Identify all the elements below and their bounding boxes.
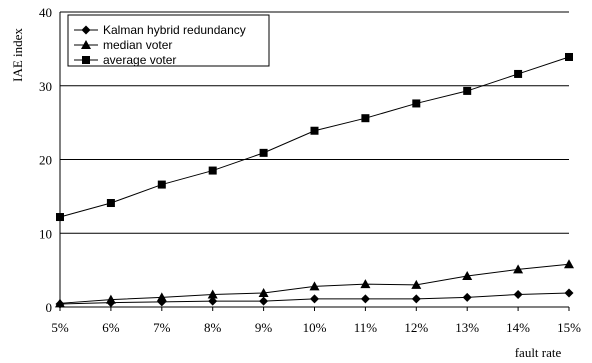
x-tick-label: 6%: [102, 320, 120, 335]
data-point-diamond: [259, 296, 269, 306]
x-tick-label: 9%: [255, 320, 273, 335]
data-point-triangle: [156, 292, 167, 302]
legend-box: [67, 14, 270, 67]
data-point-triangle: [411, 279, 422, 289]
data-point-square: [310, 126, 319, 135]
legend-label: median voter: [103, 38, 172, 52]
x-tick-labels: 5% 6% 7% 8% 9% 10% 11% 12% 13% 14% 15%: [51, 320, 581, 335]
series-triangle: [55, 259, 574, 308]
data-point-square: [463, 86, 472, 95]
data-point-triangle: [462, 271, 473, 281]
legend-label: Kalman hybrid redundancy: [103, 23, 246, 37]
y-tick-labels: 0 10 20 30 40: [39, 5, 52, 315]
x-tick-label: 10%: [303, 320, 327, 335]
x-tick-label: 15%: [557, 320, 581, 335]
legend-marker-square: [82, 56, 90, 64]
series-lines: [55, 52, 574, 309]
legend-label: average voter: [103, 53, 176, 67]
data-point-square: [208, 166, 217, 175]
legend-item: average voter: [74, 53, 176, 67]
data-point-diamond: [310, 294, 319, 304]
data-point-triangle: [513, 264, 524, 274]
legend-item: median voter: [74, 38, 172, 52]
y-tick-label: 40: [39, 5, 52, 20]
axes: [59, 12, 570, 311]
data-point-square: [412, 99, 421, 108]
data-point-square: [361, 114, 370, 123]
data-point-triangle: [360, 279, 371, 289]
data-point-diamond: [462, 292, 472, 302]
legend-marker-diamond: [81, 25, 91, 35]
x-tick-label: 14%: [506, 320, 530, 335]
x-tick-label: 13%: [455, 320, 479, 335]
data-point-triangle: [55, 298, 65, 308]
data-point-diamond: [411, 294, 421, 304]
y-tick-label: 10: [39, 226, 52, 241]
data-point-square: [106, 199, 115, 208]
data-point-triangle: [564, 259, 574, 269]
y-tick-label: 20: [39, 153, 52, 168]
data-point-triangle: [309, 281, 320, 291]
y-tick-label: 0: [46, 300, 53, 315]
y-axis-title: IAE index: [10, 28, 25, 82]
data-point-diamond: [564, 288, 574, 298]
x-tick-label: 7%: [153, 320, 171, 335]
data-point-square: [259, 148, 268, 157]
gridlines: [60, 11, 569, 234]
data-point-square: [514, 69, 523, 78]
data-point-square: [157, 180, 166, 189]
data-point-square: [565, 52, 573, 61]
series-line: [59, 56, 570, 218]
x-tick-label: 5%: [51, 320, 69, 335]
legend-marker-triangle: [81, 40, 91, 49]
y-tick-label: 30: [39, 79, 52, 94]
series-square: [56, 52, 573, 222]
x-tick-label: 11%: [354, 320, 378, 335]
data-point-diamond: [360, 294, 370, 304]
x-tick-label: 8%: [204, 320, 222, 335]
data-point-diamond: [513, 289, 523, 299]
x-tick-label: 12%: [404, 320, 428, 335]
data-point-diamond: [208, 296, 218, 306]
data-point-triangle: [207, 289, 218, 299]
data-point-triangle: [105, 294, 116, 304]
legend-item: Kalman hybrid redundancy: [74, 23, 246, 37]
x-axis-title: fault rate: [515, 345, 562, 360]
data-point-square: [56, 213, 64, 222]
data-point-triangle: [258, 287, 269, 297]
